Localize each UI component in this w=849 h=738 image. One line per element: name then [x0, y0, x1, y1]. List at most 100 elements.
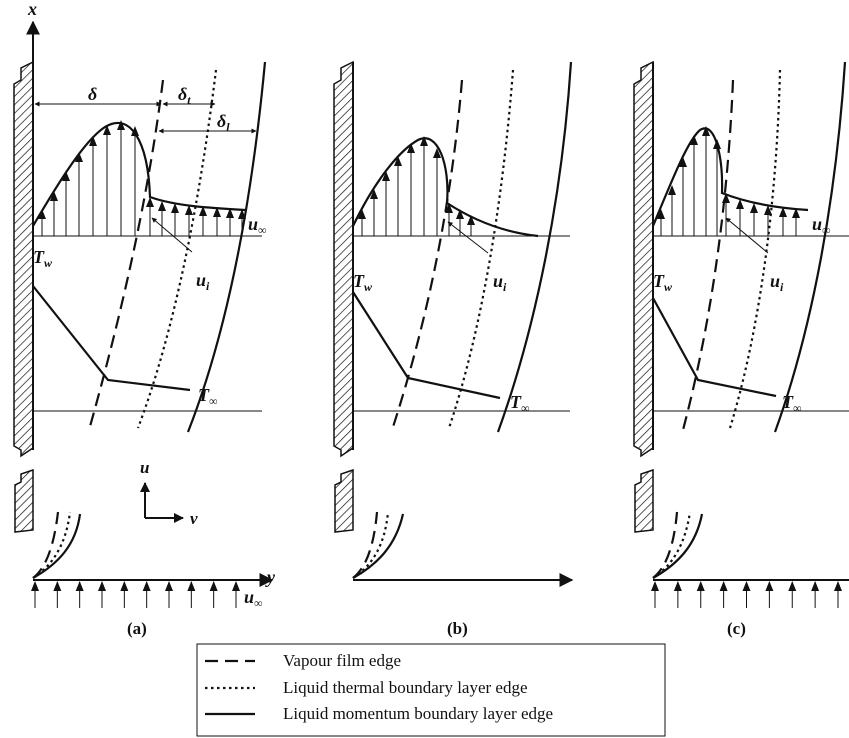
- wall-c: [633, 60, 654, 458]
- vapour-velocity-vector-head: [103, 125, 111, 135]
- wall-a: [13, 60, 34, 458]
- legend-label-momentum: Liquid momentum boundary layer edge: [283, 704, 553, 723]
- vapour-velocity-vector-head: [131, 126, 139, 136]
- ui-leader-a: [151, 217, 193, 253]
- inflow-arrow-head: [673, 581, 682, 591]
- vapour-velocity-vector-head: [407, 143, 415, 153]
- inflow-arrow-head: [75, 581, 84, 591]
- ui-label-a: ui: [196, 270, 210, 293]
- liquid-velocity-vector-head: [750, 203, 758, 213]
- liquid-velocity-vector-head: [722, 193, 730, 203]
- panel-c: Tw u∞ ui T∞ (c): [633, 60, 849, 638]
- inflow-arrow-head: [120, 581, 129, 591]
- vapour-film-edge-c: [681, 79, 735, 431]
- liquid-velocity-vector-head: [736, 199, 744, 209]
- inset-momentum-a: [32, 513, 82, 579]
- velocity-vectors-liquid-c: [722, 193, 800, 236]
- velocity-vectors-vapour-b: [358, 136, 441, 236]
- vapour-velocity-vector-head: [394, 156, 402, 166]
- vapour-velocity-vector-head: [358, 209, 366, 219]
- vapour-velocity-vector-head: [370, 189, 378, 199]
- thermal-edge-a: [136, 69, 218, 429]
- liquid-velocity-vector-head: [158, 201, 166, 211]
- velocity-profile-c: [651, 127, 809, 227]
- inset-vapour-a: [32, 511, 60, 579]
- inflow-arrow-head: [651, 581, 659, 591]
- delta-label-a: δ: [88, 84, 97, 104]
- temperature-profile-a: [32, 285, 191, 392]
- inset-thermal-a: [32, 511, 72, 579]
- ui-label-b: ui: [493, 271, 507, 294]
- uinf-label-a: u∞: [248, 214, 267, 237]
- inset-thermal-c: [652, 511, 692, 579]
- inflow-arrow-head: [742, 581, 751, 591]
- velocity-profile-b: [352, 137, 539, 238]
- vapour-velocity-vector-head: [657, 209, 665, 219]
- liquid-velocity-vector-head: [445, 203, 453, 213]
- inflow-arrow-head: [232, 581, 240, 591]
- inflow-arrow-head: [31, 581, 39, 591]
- inflow-arrow-head: [719, 581, 728, 591]
- vapour-film-edge-a: [87, 79, 165, 431]
- tinf-label-a: T∞: [198, 385, 218, 408]
- liquid-velocity-vector-head: [213, 207, 221, 217]
- liquid-velocity-vector-head: [146, 197, 154, 207]
- wall-b: [333, 60, 354, 458]
- momentum-edge-c: [773, 61, 847, 433]
- temperature-profile-c: [652, 297, 777, 398]
- thermal-edge-c: [728, 69, 782, 429]
- tw-label-c: Tw: [653, 271, 673, 294]
- ui-leader-b: [447, 221, 489, 254]
- inset-vapour-b: [352, 511, 379, 579]
- v-direction-label: v: [190, 509, 198, 528]
- inset-wall-c: [634, 468, 654, 533]
- momentum-edge-a: [186, 61, 267, 433]
- velocity-vectors-vapour-c: [657, 126, 721, 236]
- panel-a: x δ δt δl Tw u∞ ui T∞ y: [13, 0, 276, 638]
- inflow-arrow-head: [834, 581, 842, 591]
- thermal-edge-b: [447, 69, 515, 429]
- caption-b: (b): [447, 619, 468, 638]
- caption-c: (c): [727, 619, 746, 638]
- velocity-vectors-vapour-a: [38, 120, 139, 236]
- vapour-velocity-vector-head: [38, 209, 46, 219]
- uinf-label-c: u∞: [812, 214, 831, 237]
- inflow-arrow-head: [788, 581, 797, 591]
- inset-momentum-c: [652, 513, 704, 579]
- inflow-arrow-head: [209, 581, 218, 591]
- temperature-profile-b: [352, 291, 501, 400]
- delta-l-label-a: δl: [217, 111, 230, 134]
- liquid-velocity-vector-head: [467, 215, 475, 225]
- inflow-arrow-head: [696, 581, 705, 591]
- ui-label-c: ui: [770, 271, 784, 294]
- vapour-velocity-vector-head: [690, 135, 698, 145]
- x-axis-label: x: [27, 0, 37, 19]
- liquid-velocity-vector-head: [226, 208, 234, 218]
- y-axis-label: y: [265, 567, 276, 587]
- inset-vapour-c: [652, 511, 679, 579]
- tinf-label-b: T∞: [510, 392, 530, 415]
- vapour-velocity-vector-head: [433, 148, 441, 158]
- legend: Vapour film edge Liquid thermal boundary…: [196, 643, 666, 737]
- liquid-velocity-vector-head: [792, 208, 800, 218]
- inset-wall-b: [334, 468, 354, 533]
- liquid-velocity-vector-head: [171, 203, 179, 213]
- vapour-velocity-vector-head: [702, 126, 710, 136]
- tw-label-a: Tw: [33, 247, 53, 270]
- legend-label-thermal: Liquid thermal boundary layer edge: [283, 678, 528, 697]
- inset-wall-a: [14, 468, 34, 533]
- liquid-velocity-vector-head: [764, 205, 772, 215]
- inflow-arrow-head: [165, 581, 173, 591]
- inflow-arrows-a: [31, 581, 240, 608]
- liquid-velocity-vector-head: [199, 206, 207, 216]
- liquid-velocity-vector-head: [456, 209, 464, 219]
- inset-momentum-b: [352, 513, 405, 579]
- legend-label-vapour: Vapour film edge: [283, 651, 401, 670]
- inflow-arrow-head: [187, 581, 196, 591]
- velocity-vectors-liquid-b: [445, 203, 475, 236]
- u-direction-label: u: [140, 458, 149, 477]
- liquid-velocity-vector-head: [779, 207, 787, 217]
- inflow-arrow-head: [765, 581, 774, 591]
- velocity-vectors-liquid-a: [146, 197, 246, 236]
